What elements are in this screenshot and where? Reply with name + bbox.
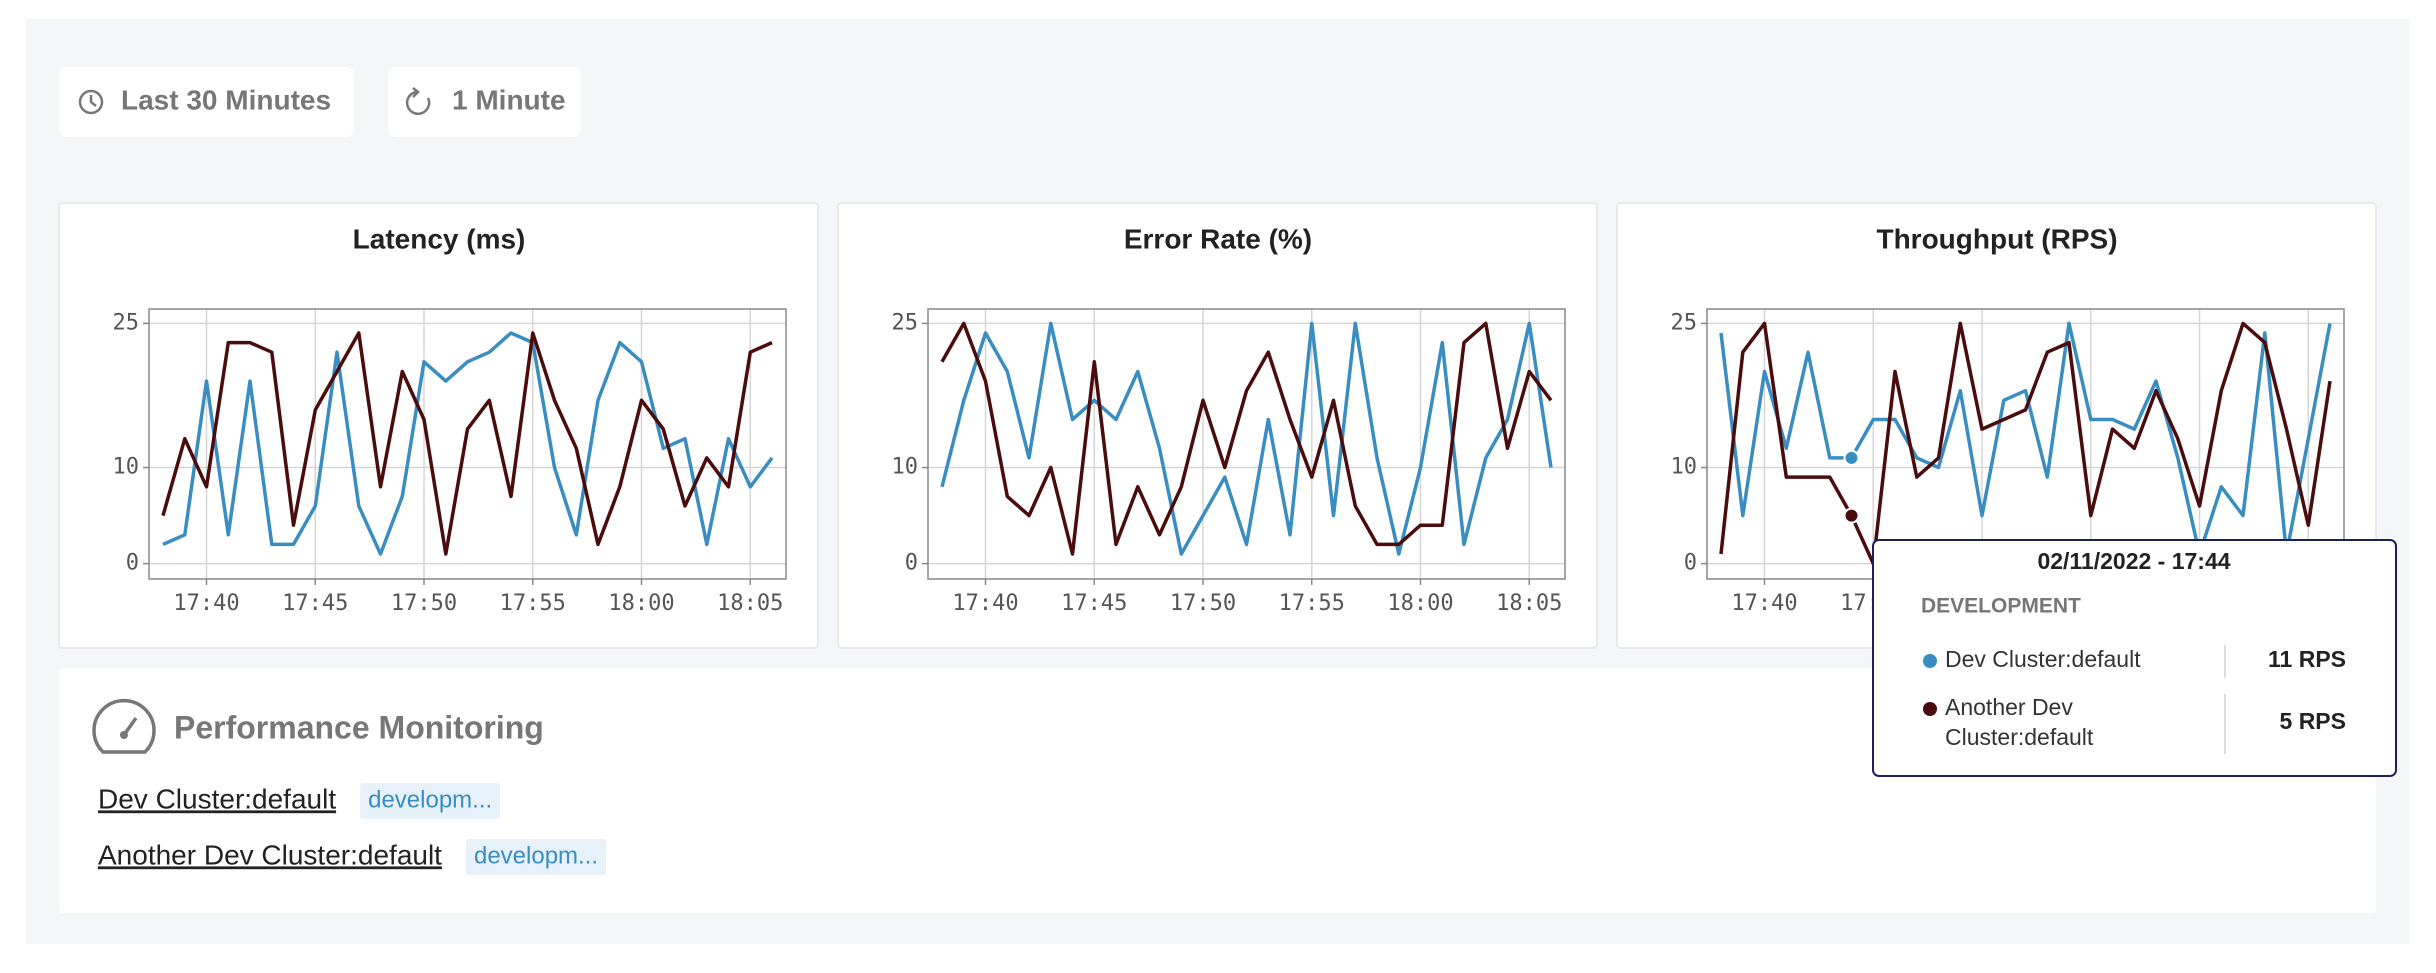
chart-title: Latency (ms) bbox=[353, 223, 526, 254]
y-tick-label: 25 bbox=[113, 310, 140, 335]
gauge-hub bbox=[120, 731, 128, 739]
tag-bg bbox=[465, 839, 607, 875]
panel bbox=[59, 668, 2376, 913]
refresh-icon bbox=[405, 90, 431, 116]
hover-marker bbox=[1843, 449, 1860, 466]
tooltip-value: 11 RPS bbox=[2268, 646, 2346, 672]
series-line bbox=[1719, 321, 2332, 556]
x-tick-label: 17:55 bbox=[1279, 591, 1345, 616]
series-line bbox=[162, 331, 774, 556]
plot-frame bbox=[148, 308, 787, 580]
tooltip-dot bbox=[1923, 654, 1937, 668]
time-range-label: Last 30 Minutes bbox=[121, 84, 331, 115]
y-tick-label: 10 bbox=[113, 455, 140, 480]
refresh-arrow bbox=[412, 87, 420, 98]
x-tick-label: 17:45 bbox=[1061, 591, 1127, 616]
series-line bbox=[940, 321, 1553, 556]
card bbox=[837, 202, 1598, 649]
tooltip-value: 5 RPS bbox=[2280, 708, 2346, 734]
x-tick-label: 17:55 bbox=[500, 591, 566, 616]
tooltip: 02/11/2022 - 17:44 DEVELOPMENT Dev Clust… bbox=[1872, 539, 2397, 777]
refresh-button[interactable]: 1 Minute bbox=[388, 67, 581, 137]
x-tick-label: 17:50 bbox=[391, 591, 457, 616]
x-tick-label: 17:45 bbox=[282, 591, 348, 616]
x-tick-label: 18:00 bbox=[1387, 591, 1453, 616]
y-tick-label: 10 bbox=[892, 455, 919, 480]
clock-hands bbox=[89, 95, 97, 107]
y-tick-label: 10 bbox=[1671, 455, 1698, 480]
button-bg bbox=[388, 67, 581, 137]
x-tick-label: 17:40 bbox=[173, 591, 239, 616]
cluster-link[interactable]: Dev Cluster:default bbox=[98, 783, 336, 814]
series-line bbox=[940, 321, 1553, 556]
panel-title: Performance Monitoring bbox=[174, 709, 544, 745]
chart-card: Error Rate (%) 0 10 25 17:40 17:45 17:50 17:55 1… bbox=[837, 202, 1598, 649]
x-tick-label: 17:40 bbox=[952, 591, 1018, 616]
x-tick-label: 18:05 bbox=[1496, 591, 1562, 616]
gauge-icon bbox=[92, 698, 156, 754]
y-tick-label: 25 bbox=[1671, 310, 1698, 335]
tooltip-name: Cluster:default bbox=[1945, 724, 2094, 750]
time-range-button[interactable]: Last 30 Minutes bbox=[59, 67, 354, 137]
cluster-tag: developm... bbox=[368, 786, 492, 813]
series-line bbox=[1719, 321, 2332, 566]
tooltip-group: DEVELOPMENT bbox=[1921, 595, 2081, 618]
y-tick-label: 0 bbox=[1684, 551, 1697, 576]
chart-title: Throughput (RPS) bbox=[1876, 223, 2117, 254]
tooltip-name: Dev Cluster:default bbox=[1945, 646, 2141, 672]
y-tick-label: 0 bbox=[905, 551, 918, 576]
tooltip-dot bbox=[1923, 702, 1937, 716]
tooltip-box bbox=[1872, 539, 2397, 777]
gauge-outline bbox=[92, 698, 156, 754]
chart-title: Error Rate (%) bbox=[1124, 223, 1312, 254]
plot-frame bbox=[927, 308, 1566, 580]
tooltip-title: 02/11/2022 - 17:44 bbox=[2037, 548, 2230, 574]
series-line bbox=[161, 331, 773, 556]
x-tick-label: 18:00 bbox=[608, 591, 674, 616]
card bbox=[58, 202, 819, 649]
y-tick-label: 25 bbox=[892, 310, 919, 335]
y-tick-label: 0 bbox=[126, 551, 139, 576]
x-tick-label: 17:40 bbox=[1731, 591, 1797, 616]
tooltip-name: Another Dev bbox=[1945, 694, 2073, 720]
x-tick-label: 18:05 bbox=[717, 591, 783, 616]
button-bg bbox=[59, 67, 354, 137]
cluster-link[interactable]: Another Dev Cluster:default bbox=[98, 839, 442, 870]
tag-bg bbox=[360, 783, 501, 819]
x-tick-label: 17:50 bbox=[1170, 591, 1236, 616]
hover-marker bbox=[1843, 507, 1860, 524]
clock-icon bbox=[78, 89, 104, 115]
chart-card: Latency (ms) 0 10 25 17:40 17:45 17:50 17:55 18:… bbox=[58, 202, 819, 649]
refresh-label: 1 Minute bbox=[452, 84, 566, 115]
cluster-tag: developm... bbox=[474, 842, 598, 869]
cluster-list: Dev Cluster:default developm... Another De… bbox=[98, 783, 607, 875]
